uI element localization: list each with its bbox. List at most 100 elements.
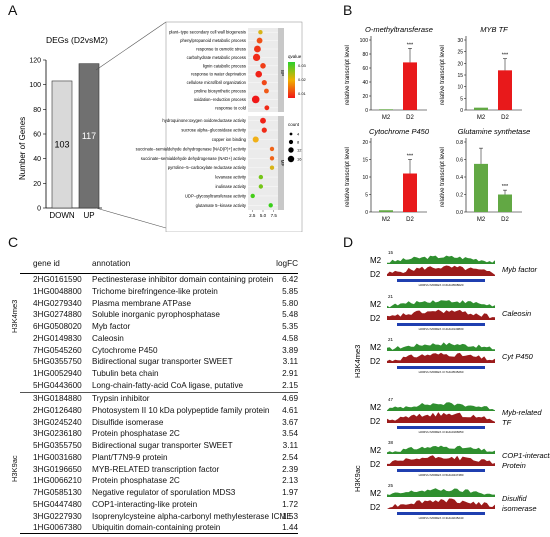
track-gene-label: Protein <box>502 461 526 470</box>
table-row: 3HG0245240 Disulfide isomerase 3.67 <box>33 417 298 429</box>
qpcr-chart-title: O-methyltransferase <box>365 25 433 34</box>
gene-model-label: HORVU.MOREX.r3.6HG0508020 <box>419 283 464 287</box>
go-xtick-label: 7.5 <box>271 213 278 218</box>
annotation-cell: Soluble inorganic pyrophosphatase <box>92 310 220 320</box>
gene-id-cell: 3HG0184880 <box>33 394 82 403</box>
qpcr-ytick-label: 25 <box>457 50 463 56</box>
bp-term-label: lignin catabolic process <box>203 63 246 68</box>
qpcr-significance: *** <box>502 184 509 190</box>
gene-id-cell: 3HG0227930 <box>33 511 82 521</box>
table-row: 7HG0585130 Negative regulator of sporulat… <box>33 487 298 499</box>
mf-term-dot <box>258 174 264 180</box>
m2-signal-track <box>387 402 495 411</box>
mf-term-label: glutamate 5−kinase activity <box>196 203 247 208</box>
track-group-h3k9ac: H3K9ac <box>353 465 362 492</box>
annotation-cell: Pectinesterase inhibitor domain containi… <box>92 275 274 284</box>
track-gene-label: Caleosin <box>502 309 531 318</box>
track-gene-label: Myb-related <box>502 408 542 417</box>
logfc-cell: 4.58 <box>282 333 298 343</box>
gene-model <box>397 279 485 282</box>
table-row: 1HG0067380 Ubiquitin domain-containing pr… <box>33 522 298 534</box>
qpcr-xlabel: M2 <box>382 217 391 223</box>
qpcr-xlabel: M2 <box>382 115 391 121</box>
gene-model <box>397 366 485 369</box>
gene-id-cell: 1HG0048800 <box>33 286 82 296</box>
annotation-cell: Photosystem II 10 kDa polypeptide family… <box>92 405 270 415</box>
qpcr-ylabel: relative transcript level <box>440 147 446 207</box>
logfc-cell: 5.35 <box>282 322 298 331</box>
qpcr-ytick-label: 0.0 <box>456 210 463 216</box>
table-row: 6HG0508020 Myb factor 5.35 <box>33 321 298 333</box>
bp-term-label: oxidation−reduction process <box>194 97 246 102</box>
qpcr-ytick-label: 20 <box>362 140 368 146</box>
mf-term-label: copper ion binding <box>212 137 247 142</box>
gene-model-label: HORVU.MOREX.r3.3HG0196650 <box>419 430 464 434</box>
track-group-h3k4me3: H3K4me3 <box>353 345 362 378</box>
qpcr-ytick-label: 0.8 <box>456 140 463 146</box>
bp-term-label: carbohydrate metabolic process <box>187 55 246 60</box>
mf-term-dot <box>268 203 273 208</box>
table-row: 1HG0048800 Trichome birefringence-like pr… <box>33 286 298 298</box>
mf-term-dot <box>269 146 275 152</box>
annotation-cell: Ubiquitin domain-containing protein <box>92 523 221 533</box>
table-group-h3k4me3: H3K4me3 <box>10 299 19 333</box>
bar-category-label: DOWN <box>49 211 75 220</box>
logfc-cell: 3.67 <box>282 417 298 427</box>
qpcr-ytick-label: 15 <box>457 73 463 79</box>
qpcr-xlabel: M2 <box>477 115 486 121</box>
table-row: 5HG0443600 Long-chain-fatty-acid CoA liga… <box>33 380 298 392</box>
track-m2-label: M2 <box>370 403 382 412</box>
qpcr-ytick-label: 5 <box>365 193 368 199</box>
mf-term-label: inulinase activity <box>216 184 247 189</box>
bp-term-dot <box>254 45 261 53</box>
track-d2-label: D2 <box>370 460 381 469</box>
gene-model <box>397 426 485 429</box>
table-row: 1HG0031680 Plant/T7N9-9 protein 2.54 <box>33 452 298 464</box>
bp-term-label: phenylpropanoid metabolic process <box>180 38 246 43</box>
gene-id-cell: 3HG0236180 <box>33 429 82 439</box>
bar-ylabel: Number of Genes <box>18 117 27 180</box>
track-gene-label: COP1-interacting-like <box>502 451 550 460</box>
gene-id-cell: 3HG0274880 <box>33 310 82 320</box>
logfc-cell: 4.61 <box>282 405 298 415</box>
gene-model <box>397 469 485 472</box>
legend-count-label: 4 <box>297 132 300 137</box>
legend-count-label: 16 <box>297 157 302 162</box>
m2-signal-track <box>387 488 495 497</box>
logfc-cell: 3.54 <box>282 429 298 439</box>
qpcr-xlabel: D2 <box>501 115 509 121</box>
logfc-cell: 1.44 <box>282 523 298 533</box>
table-row: 3HG0236180 Protein phosphatase 2C 3.54 <box>33 428 298 440</box>
legend-count-label: 12 <box>297 148 302 153</box>
annotation-cell: Caleosin <box>92 333 124 343</box>
qpcr-ytick-label: 20 <box>362 94 368 100</box>
bp-term-label: plant−type secondary cell wall biogenesi… <box>169 30 246 35</box>
bp-term-dot <box>251 95 260 104</box>
bar-chart-title: DEGs (D2vsM2) <box>46 35 108 45</box>
bp-term-dot <box>264 105 270 111</box>
track-gene-label: Myb factor <box>502 265 538 274</box>
qpcr-xlabel: M2 <box>477 217 486 223</box>
legend-count-title: count <box>288 122 300 127</box>
annotation-cell: Trichome birefringence-like protein <box>92 286 218 296</box>
gene-model <box>397 512 485 515</box>
annotation-cell: Plasma membrane ATPase <box>92 298 192 308</box>
annotation-cell: Bidirectional sugar transporter SWEET <box>92 441 233 450</box>
gene-id-cell: 1HG0067380 <box>33 523 82 533</box>
qpcr-ytick-label: 0 <box>365 108 368 114</box>
logfc-cell: 2.13 <box>282 476 298 486</box>
header-annotation: annotation <box>92 259 131 268</box>
qpcr-ylabel: relative transcript level <box>345 45 351 105</box>
qpcr-chart-title: Glutamine synthetase <box>458 127 531 136</box>
mf-term-dot <box>269 156 275 161</box>
logfc-cell: 1.53 <box>282 511 298 521</box>
bar-ytick-label: 100 <box>29 82 41 89</box>
header-logfc: logFC <box>276 259 298 268</box>
gene-id-cell: 5HG0443600 <box>33 380 82 390</box>
qpcr-bar-m2 <box>474 163 488 212</box>
bar-value-label: 117 <box>82 131 96 141</box>
mf-term-label: UDP−glycosyltransferase activity <box>185 193 247 198</box>
m2-signal-track <box>387 445 495 454</box>
gene-id-cell: 2HG0126480 <box>33 405 82 415</box>
track-scale: 21 <box>388 294 394 299</box>
